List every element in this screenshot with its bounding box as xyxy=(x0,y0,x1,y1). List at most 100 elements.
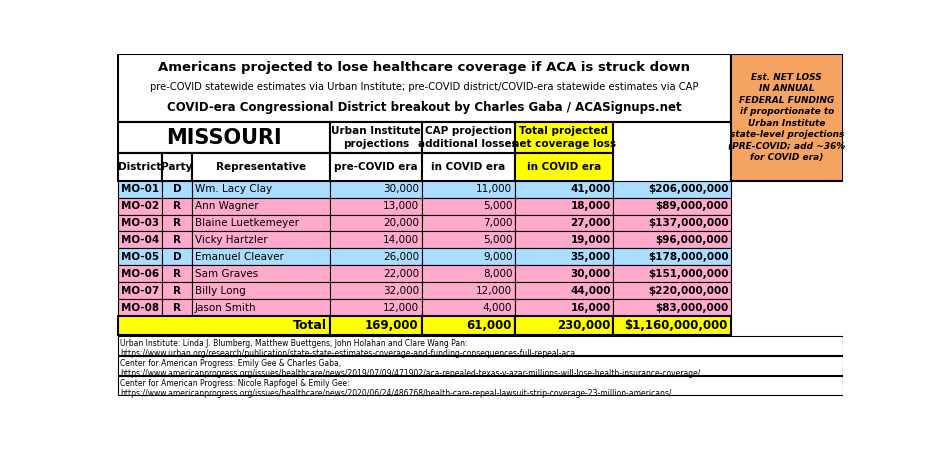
Bar xyxy=(329,122,421,153)
Text: 13,000: 13,000 xyxy=(383,201,419,211)
Text: MISSOURI: MISSOURI xyxy=(166,128,282,148)
Text: pre-COVID era: pre-COVID era xyxy=(334,162,417,172)
Text: 30,000: 30,000 xyxy=(570,269,610,279)
Bar xyxy=(514,215,612,231)
Bar xyxy=(514,316,612,335)
Bar xyxy=(118,153,162,181)
Bar xyxy=(421,181,514,198)
Bar xyxy=(329,198,421,215)
Text: Emanuel Cleaver: Emanuel Cleaver xyxy=(195,252,284,262)
Bar xyxy=(118,265,162,282)
Text: in COVID era: in COVID era xyxy=(431,162,505,172)
Text: Est. NET LOSS
IN ANNUAL
FEDERAL FUNDING
if proportionate to
Urban Institute
stat: Est. NET LOSS IN ANNUAL FEDERAL FUNDING … xyxy=(727,73,844,162)
Text: 5,000: 5,000 xyxy=(482,235,512,245)
Text: 5,000: 5,000 xyxy=(482,201,512,211)
Bar xyxy=(162,215,192,231)
Bar xyxy=(162,231,192,248)
Text: 26,000: 26,000 xyxy=(383,252,419,262)
Text: $151,000,000: $151,000,000 xyxy=(648,269,728,279)
Bar xyxy=(421,231,514,248)
Bar xyxy=(612,265,730,282)
Text: Center for American Progress: Nicole Rapfogel & Emily Gee:: Center for American Progress: Nicole Rap… xyxy=(120,379,349,388)
Bar xyxy=(118,198,162,215)
Text: 12,000: 12,000 xyxy=(383,303,419,313)
Text: MO-08: MO-08 xyxy=(121,303,159,313)
Bar xyxy=(192,153,329,181)
Bar xyxy=(118,248,162,265)
Text: https://www.americanprogress.org/issues/healthcare/news/2020/06/24/486768/health: https://www.americanprogress.org/issues/… xyxy=(120,389,671,398)
Text: $83,000,000: $83,000,000 xyxy=(654,303,728,313)
Text: MO-02: MO-02 xyxy=(121,201,159,211)
Text: 19,000: 19,000 xyxy=(570,235,610,245)
Text: MO-03: MO-03 xyxy=(121,218,159,228)
Text: $1,160,000,000: $1,160,000,000 xyxy=(623,319,727,332)
Text: R: R xyxy=(173,269,181,279)
Bar xyxy=(612,215,730,231)
Text: 35,000: 35,000 xyxy=(570,252,610,262)
Text: Urban Institute: Linda J. Blumberg, Matthew Buettgens, John Holahan and Clare Wa: Urban Institute: Linda J. Blumberg, Matt… xyxy=(120,339,467,348)
Text: 14,000: 14,000 xyxy=(383,235,419,245)
Text: 20,000: 20,000 xyxy=(383,218,419,228)
Bar xyxy=(118,231,162,248)
Bar xyxy=(162,265,192,282)
Text: Billy Long: Billy Long xyxy=(195,286,245,296)
Text: 9,000: 9,000 xyxy=(482,252,512,262)
Text: in COVID era: in COVID era xyxy=(526,162,600,172)
Bar xyxy=(421,248,514,265)
Text: MO-04: MO-04 xyxy=(121,235,159,245)
Bar xyxy=(192,282,329,299)
Bar xyxy=(514,231,612,248)
Text: Total: Total xyxy=(293,319,327,332)
Text: 16,000: 16,000 xyxy=(570,303,610,313)
Bar xyxy=(118,336,841,356)
Bar xyxy=(192,299,329,316)
Bar xyxy=(329,215,421,231)
Text: 32,000: 32,000 xyxy=(383,286,419,296)
Bar xyxy=(192,265,329,282)
Text: 7,000: 7,000 xyxy=(482,218,512,228)
Bar xyxy=(329,282,421,299)
Bar xyxy=(192,231,329,248)
Text: 22,000: 22,000 xyxy=(383,269,419,279)
Bar xyxy=(192,198,329,215)
Text: https://www.americanprogress.org/issues/healthcare/news/2019/07/09/471902/aca-re: https://www.americanprogress.org/issues/… xyxy=(120,369,700,377)
Text: R: R xyxy=(173,303,181,313)
Text: pre-COVID statewide estimates via Urban Institute; pre-COVID district/COVID-era : pre-COVID statewide estimates via Urban … xyxy=(150,82,698,92)
Bar xyxy=(118,376,841,395)
Bar xyxy=(118,282,162,299)
Bar xyxy=(612,299,730,316)
Bar xyxy=(514,248,612,265)
Text: 230,000: 230,000 xyxy=(556,319,609,332)
Text: Sam Graves: Sam Graves xyxy=(195,269,257,279)
Bar xyxy=(192,215,329,231)
Bar xyxy=(118,215,162,231)
Text: $220,000,000: $220,000,000 xyxy=(648,286,728,296)
Text: Urban Institute
projections: Urban Institute projections xyxy=(330,126,420,149)
Bar xyxy=(612,316,730,335)
Text: CAP projection
additional losses: CAP projection additional losses xyxy=(417,126,518,149)
Text: 18,000: 18,000 xyxy=(570,201,610,211)
Text: Total projected
net coverage loss: Total projected net coverage loss xyxy=(511,126,615,149)
Bar xyxy=(514,122,612,153)
Text: Vicky Hartzler: Vicky Hartzler xyxy=(195,235,267,245)
Bar xyxy=(118,181,162,198)
Text: MO-07: MO-07 xyxy=(121,286,159,296)
Text: 4,000: 4,000 xyxy=(482,303,512,313)
Text: Representative: Representative xyxy=(216,162,306,172)
Text: Wm. Lacy Clay: Wm. Lacy Clay xyxy=(195,184,271,194)
Bar xyxy=(329,153,421,181)
Text: $137,000,000: $137,000,000 xyxy=(648,218,728,228)
Text: MO-06: MO-06 xyxy=(121,269,159,279)
Text: Ann Wagner: Ann Wagner xyxy=(195,201,258,211)
Text: Party: Party xyxy=(161,162,193,172)
Text: COVID-era Congressional District breakout by Charles Gaba / ACASignups.net: COVID-era Congressional District breakou… xyxy=(167,101,681,114)
Bar xyxy=(162,181,192,198)
Bar xyxy=(118,54,730,122)
Text: https://www.urban.org/research/publication/state-state-estimates-coverage-and-fu: https://www.urban.org/research/publicati… xyxy=(120,348,575,357)
Text: $206,000,000: $206,000,000 xyxy=(648,184,728,194)
Text: $89,000,000: $89,000,000 xyxy=(655,201,728,211)
Bar xyxy=(162,153,192,181)
Bar xyxy=(421,215,514,231)
Bar xyxy=(421,282,514,299)
Text: D: D xyxy=(172,184,182,194)
